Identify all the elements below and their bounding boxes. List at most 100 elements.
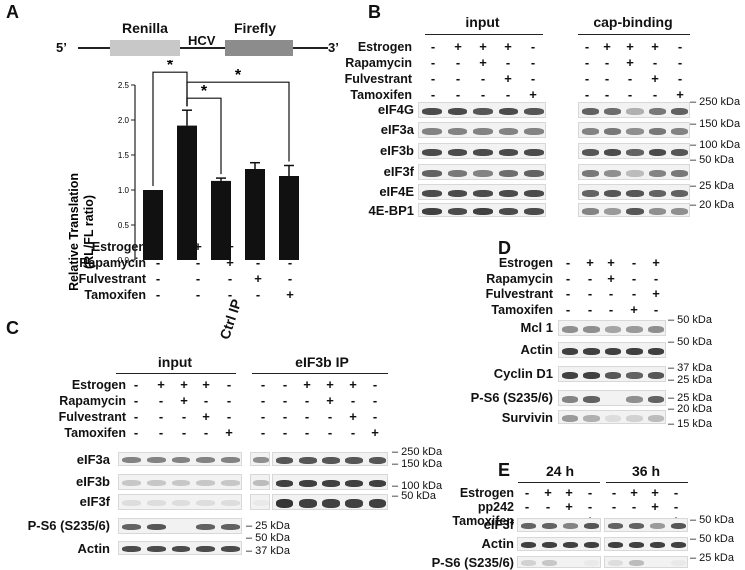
blot-label: eIF3b — [380, 143, 414, 158]
treatment-sign: - — [545, 499, 551, 514]
band — [171, 500, 191, 506]
band — [298, 456, 317, 464]
treatment-sign: - — [203, 425, 209, 440]
blot-input — [418, 184, 546, 200]
band — [447, 107, 468, 115]
treatment-sign: - — [455, 71, 461, 86]
treatment-sign: + — [651, 71, 659, 86]
band — [447, 207, 468, 215]
mw-marker: 50 kDa — [392, 490, 436, 502]
mw-marker: 250 kDa — [690, 96, 740, 108]
band — [581, 107, 599, 115]
blot-label: eIF3b — [76, 474, 110, 489]
band — [422, 207, 442, 215]
y-tick-label: 0.0 — [118, 256, 130, 265]
band — [447, 169, 468, 177]
band — [146, 480, 166, 486]
mw-marker: 50 kDa — [690, 514, 734, 526]
treatment-sign: - — [480, 71, 486, 86]
treatment-sign: - — [372, 393, 378, 408]
treatment-sign: - — [627, 71, 633, 86]
band — [221, 480, 241, 486]
mw-marker: 25 kDa — [246, 520, 290, 532]
treatment-label: Tamoxifen — [491, 302, 553, 317]
treatment-sign: - — [430, 87, 436, 102]
treatment-sign: - — [195, 255, 201, 270]
treatment-sign: - — [565, 301, 571, 317]
band — [561, 395, 578, 403]
band — [345, 456, 363, 464]
panel-b-input-header: input — [465, 14, 500, 30]
blot-input — [418, 143, 546, 159]
treatment-sign: - — [677, 71, 683, 86]
significance-star: * — [167, 60, 174, 74]
mw-marker: 50 kDa — [690, 154, 734, 166]
band — [647, 395, 665, 403]
treatment-sign: - — [350, 393, 356, 408]
band — [253, 500, 269, 506]
band — [422, 189, 442, 197]
panel-label-e: E — [498, 460, 511, 480]
treatment-sign: - — [372, 377, 378, 392]
treatment-sign: - — [587, 270, 593, 286]
panel-label-b: B — [368, 2, 381, 22]
blot-label: eIF3f — [79, 494, 110, 509]
band — [498, 127, 519, 135]
treatment-sign: - — [155, 255, 161, 270]
band — [473, 169, 493, 177]
band — [322, 479, 340, 487]
blot-label: Survivin — [501, 410, 553, 425]
treatment-sign: - — [260, 393, 266, 408]
treatment-sign: - — [282, 377, 288, 392]
mw-marker: 15 kDa — [668, 418, 712, 430]
panel-c-ip-line — [252, 373, 388, 375]
band — [581, 127, 599, 135]
band — [221, 546, 241, 552]
treatment-sign: - — [631, 286, 637, 301]
band — [670, 523, 687, 529]
treatment-sign: - — [652, 87, 658, 102]
blot-ctrl-ip — [250, 494, 270, 510]
panel-c-input-header: input — [157, 354, 193, 370]
treatment-sign: - — [505, 87, 511, 102]
y-tick-label: 1.0 — [118, 186, 130, 195]
band — [196, 546, 216, 552]
construct-line — [78, 47, 328, 49]
band — [121, 457, 141, 463]
mw-marker: 250 kDa — [392, 446, 442, 458]
band — [626, 395, 643, 403]
treatment-sign: - — [181, 425, 187, 440]
band — [473, 148, 493, 156]
treatment-sign: + — [630, 485, 638, 500]
panel-c-ip-header: eIF3b IP — [295, 354, 349, 370]
treatment-sign: + — [651, 39, 659, 54]
band — [447, 127, 468, 135]
blot-36h — [604, 537, 688, 551]
treatment-sign: - — [350, 425, 356, 440]
band — [648, 207, 666, 215]
band — [422, 169, 442, 177]
treatment-sign: - — [155, 287, 161, 302]
mw-marker: 25 kDa — [690, 180, 734, 192]
band — [583, 395, 600, 403]
band — [520, 523, 537, 529]
blot-cap — [578, 164, 690, 180]
blot-label: eIF3a — [380, 122, 414, 137]
band — [253, 480, 269, 486]
band — [524, 107, 544, 115]
blot-eif3b-ip — [272, 494, 388, 510]
three-prime-label: 3’ — [328, 40, 339, 55]
treatment-sign: - — [505, 55, 511, 70]
blot-36h — [604, 518, 688, 532]
treatment-sign: - — [587, 301, 593, 317]
treatment-sign: - — [587, 485, 593, 500]
band — [561, 371, 578, 379]
band — [146, 457, 166, 463]
treatment-label: Tamoxifen — [350, 88, 412, 102]
treatment-sign: + — [603, 39, 611, 54]
blot — [558, 390, 666, 406]
blot-input — [118, 541, 242, 555]
treatment-sign: + — [326, 377, 334, 392]
treatment-label: Fulvestrant — [485, 287, 553, 301]
band — [583, 523, 600, 529]
